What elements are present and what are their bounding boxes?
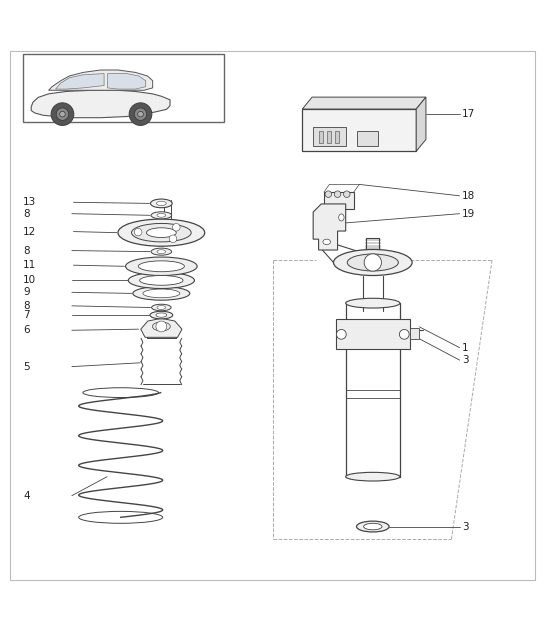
Ellipse shape [156,201,166,205]
Text: 9: 9 [23,288,30,297]
Text: 6: 6 [23,325,30,335]
Text: 17: 17 [462,109,476,119]
Ellipse shape [157,214,166,217]
Ellipse shape [364,523,382,530]
Ellipse shape [125,257,197,276]
Text: 5: 5 [23,362,30,372]
Bar [336,320,410,349]
Text: 10: 10 [23,276,36,285]
Text: 8: 8 [23,301,30,311]
Bar [324,192,354,209]
Ellipse shape [356,521,389,532]
Text: 3: 3 [462,521,469,531]
Circle shape [156,321,167,332]
Circle shape [399,330,409,339]
Ellipse shape [147,228,176,237]
Bar [302,109,416,151]
Circle shape [343,191,350,197]
Bar [313,127,346,146]
Circle shape [56,108,69,121]
Text: 7: 7 [23,310,30,320]
Circle shape [51,103,74,126]
Bar [319,131,323,143]
Ellipse shape [152,304,171,311]
Polygon shape [49,70,153,90]
Circle shape [364,254,381,271]
Polygon shape [141,318,182,337]
Ellipse shape [338,214,344,221]
Circle shape [336,330,346,339]
Bar [326,131,331,143]
Circle shape [59,111,65,117]
Ellipse shape [143,289,180,298]
Ellipse shape [150,199,172,208]
Text: 8: 8 [23,246,30,256]
Circle shape [138,111,143,117]
Ellipse shape [156,313,167,317]
Text: 3: 3 [462,355,469,365]
Circle shape [134,228,142,236]
Ellipse shape [140,276,183,285]
Ellipse shape [131,224,191,242]
Ellipse shape [157,250,166,254]
Polygon shape [313,204,346,250]
Ellipse shape [151,212,172,219]
Bar [410,328,420,339]
Text: 13: 13 [23,197,37,207]
Polygon shape [31,90,170,117]
Ellipse shape [157,306,166,310]
Circle shape [173,224,180,231]
Polygon shape [416,97,426,151]
Ellipse shape [128,273,195,288]
Ellipse shape [346,472,400,481]
Text: 18: 18 [462,191,476,201]
Text: 8: 8 [23,208,30,219]
Ellipse shape [133,286,190,300]
Circle shape [134,108,147,121]
Text: 1: 1 [462,343,469,352]
Polygon shape [107,73,146,89]
Ellipse shape [346,298,400,308]
Text: 4: 4 [23,490,30,501]
Ellipse shape [151,248,172,255]
Ellipse shape [347,254,398,271]
Polygon shape [302,97,426,109]
Text: 11: 11 [23,260,37,270]
Ellipse shape [138,261,184,272]
Bar [356,131,378,146]
Polygon shape [56,73,104,89]
Circle shape [169,235,177,242]
Circle shape [334,191,341,197]
Ellipse shape [323,239,330,244]
Text: 12: 12 [23,227,37,237]
Bar [23,54,223,121]
Circle shape [325,191,331,197]
Ellipse shape [118,219,205,246]
Bar [335,131,339,143]
Ellipse shape [150,311,173,319]
Ellipse shape [153,322,170,331]
Text: 19: 19 [462,208,476,219]
Ellipse shape [334,249,412,276]
Circle shape [129,103,152,126]
